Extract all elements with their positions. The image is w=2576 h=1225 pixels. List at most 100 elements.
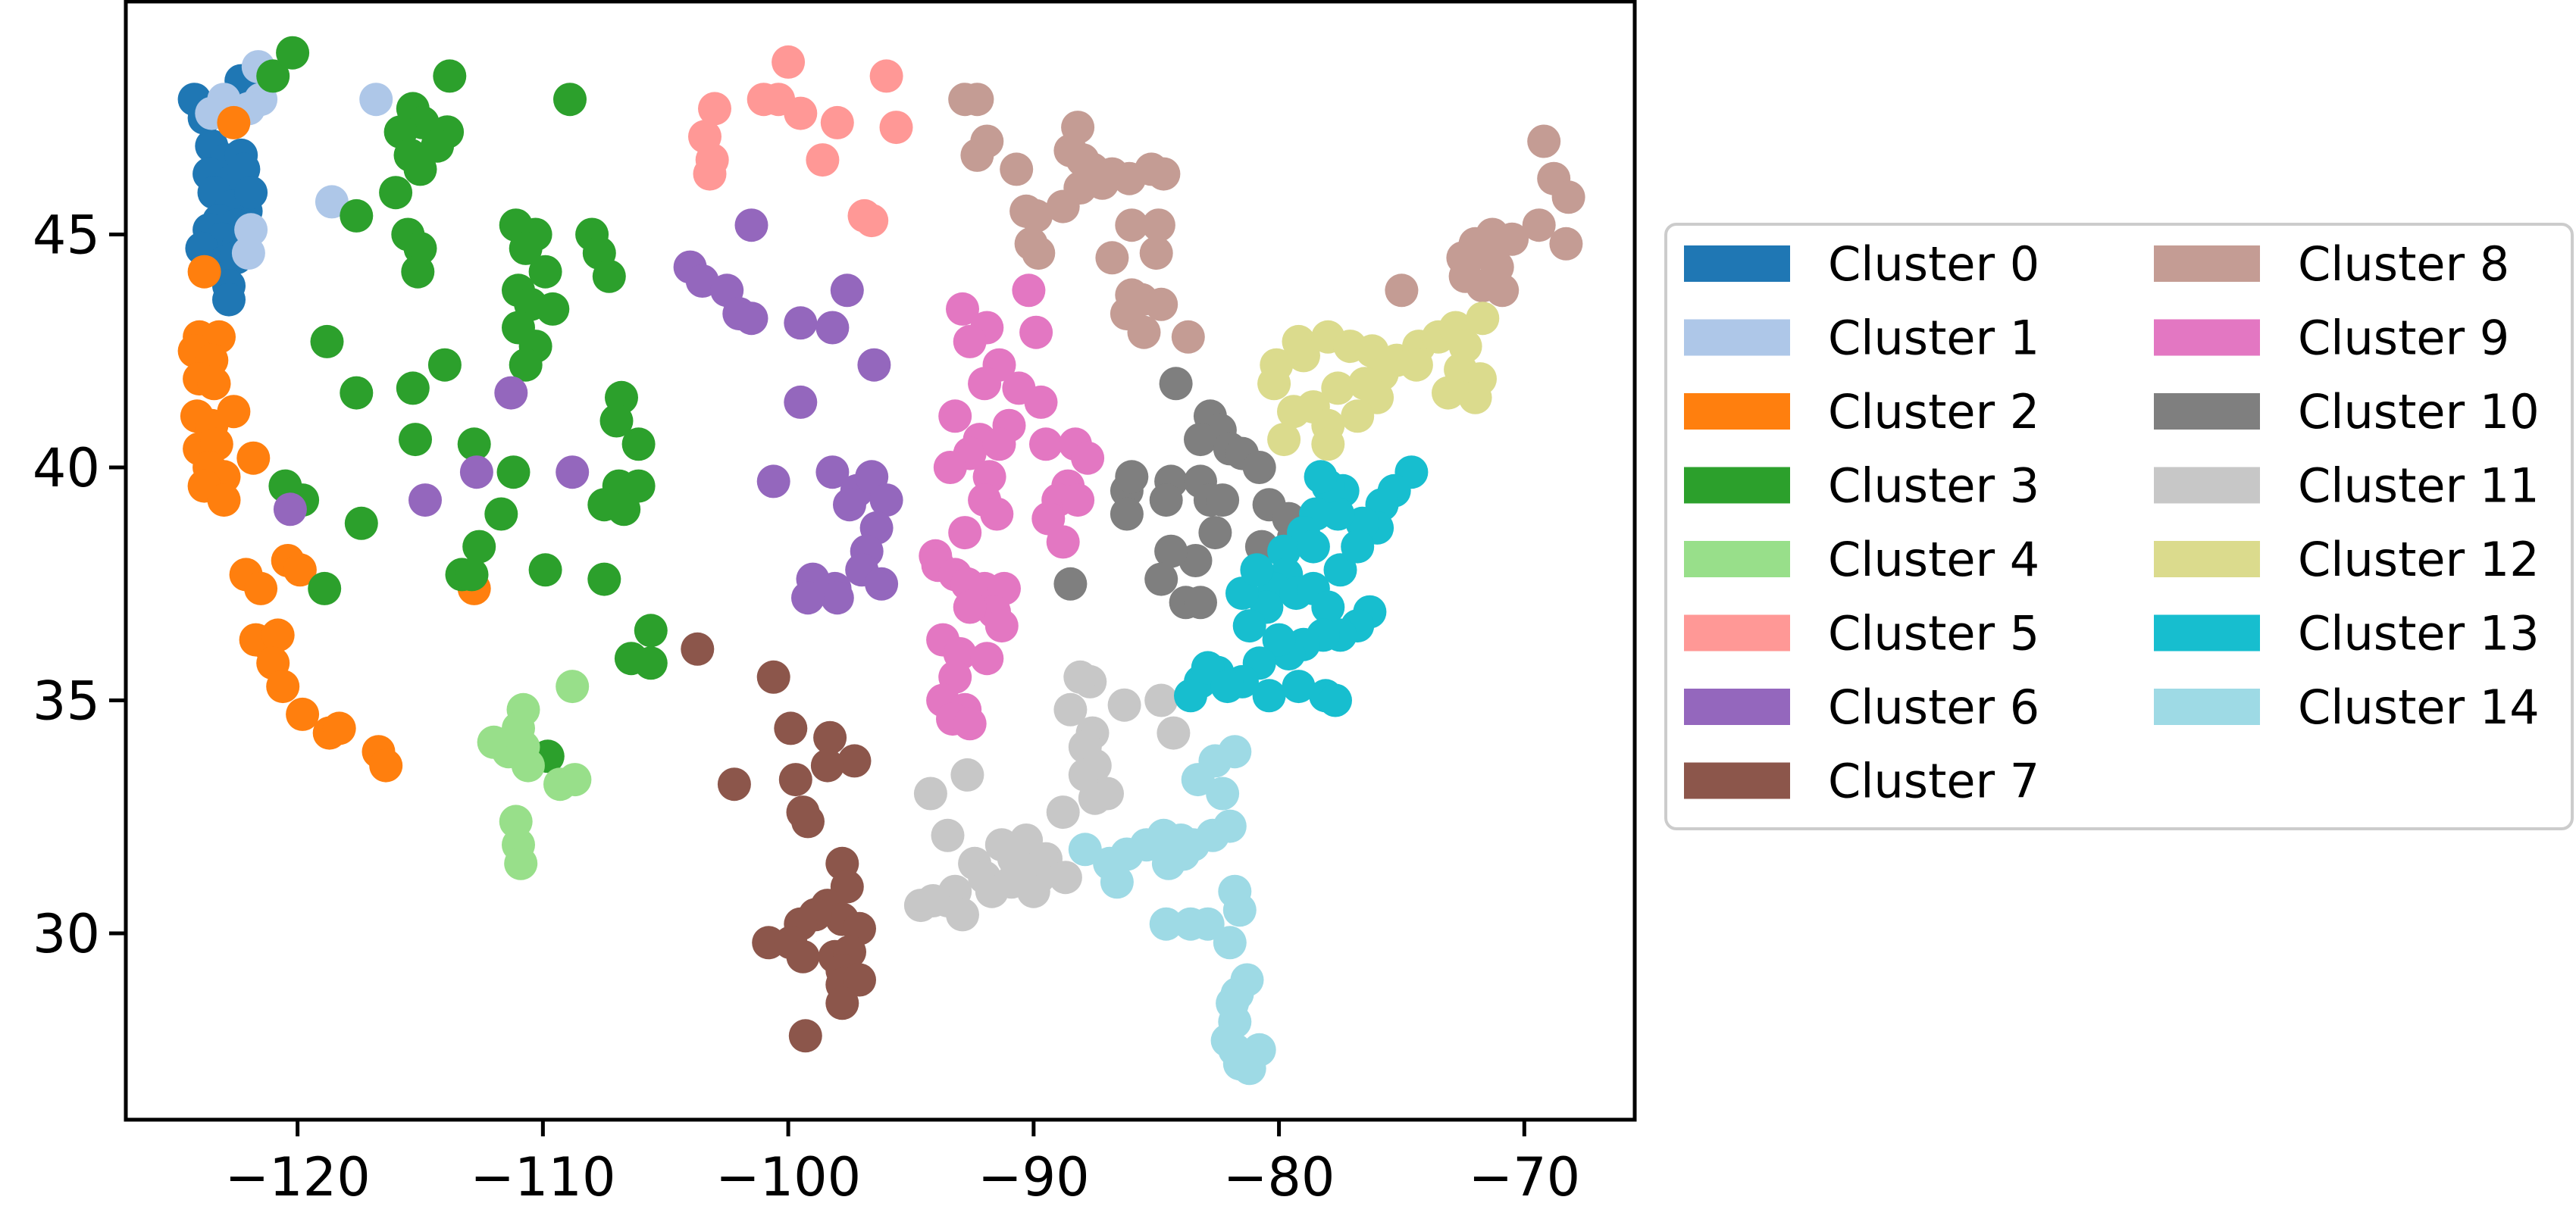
legend-swatch <box>1684 319 1790 356</box>
series-cluster-2 <box>177 105 491 783</box>
legend-item: Cluster 7 <box>1684 754 2039 809</box>
data-point <box>1048 861 1082 895</box>
y-tick-label: 45 <box>33 205 100 267</box>
data-point <box>1206 483 1240 517</box>
data-point <box>1232 609 1266 643</box>
data-point <box>315 185 349 219</box>
data-point <box>931 818 965 852</box>
data-point <box>556 455 590 489</box>
legend-box <box>1664 223 2574 830</box>
data-point <box>276 36 310 70</box>
data-point <box>1485 273 1520 308</box>
data-point <box>509 231 543 265</box>
data-point <box>1029 427 1063 461</box>
data-point <box>913 777 947 811</box>
data-point <box>734 208 768 242</box>
data-point <box>536 292 570 326</box>
legend-label: Cluster 14 <box>2298 680 2540 735</box>
data-point <box>774 711 808 745</box>
data-point <box>734 302 768 336</box>
data-point <box>698 92 731 126</box>
legend-item: Cluster 6 <box>1684 680 2039 735</box>
data-point <box>953 707 987 741</box>
data-point <box>273 492 307 527</box>
data-point <box>1198 516 1232 550</box>
data-point <box>1432 376 1465 410</box>
series-cluster-5 <box>688 45 913 238</box>
legend-swatch <box>2154 245 2260 282</box>
data-point <box>1159 367 1193 401</box>
data-point <box>984 609 1019 643</box>
data-point <box>879 111 913 145</box>
data-point <box>1154 534 1188 568</box>
x-tick-label: −110 <box>470 1146 615 1208</box>
legend-swatch <box>1684 245 1790 282</box>
data-point <box>369 748 403 783</box>
data-point <box>1262 623 1296 657</box>
series-cluster-8 <box>948 83 1585 354</box>
data-point <box>843 963 876 997</box>
data-point <box>791 805 825 839</box>
legend: Cluster 0 Cluster 1 Cluster 2 Cluster 3 Clus… <box>1664 223 2574 830</box>
legend-swatch <box>2154 689 2260 725</box>
data-point <box>496 455 531 489</box>
data-point <box>681 632 715 666</box>
data-point <box>1016 874 1050 908</box>
data-point <box>1110 497 1144 531</box>
data-point <box>1242 451 1276 484</box>
x-tick-label: −120 <box>224 1146 370 1208</box>
data-point <box>1115 208 1149 242</box>
data-point <box>592 259 626 293</box>
data-point <box>1046 795 1080 830</box>
data-point <box>1341 530 1375 564</box>
data-point <box>1078 781 1112 815</box>
data-point <box>1012 273 1046 308</box>
data-point <box>1527 124 1561 158</box>
data-point <box>869 483 903 517</box>
data-point <box>207 483 241 517</box>
legend-label: Cluster 11 <box>2298 458 2540 514</box>
series-cluster-0 <box>177 64 268 317</box>
data-point <box>1000 152 1034 186</box>
data-point <box>833 488 866 522</box>
data-point <box>455 558 489 592</box>
data-point <box>830 273 864 308</box>
data-point <box>403 152 437 186</box>
x-tick-label: −80 <box>1223 1146 1335 1208</box>
data-point <box>256 59 290 93</box>
data-point <box>855 204 889 238</box>
data-point <box>1144 562 1178 596</box>
data-point <box>1191 907 1225 941</box>
legend-item: Cluster 5 <box>1684 606 2039 661</box>
data-point <box>459 455 493 489</box>
data-point <box>1022 236 1056 270</box>
data-point <box>1046 189 1080 223</box>
data-point <box>1139 236 1173 270</box>
data-point <box>1218 735 1252 769</box>
data-point <box>1068 833 1102 867</box>
data-point <box>528 553 562 587</box>
data-point <box>1282 670 1316 704</box>
data-point <box>484 497 518 531</box>
data-point <box>509 348 543 382</box>
data-point <box>953 324 987 358</box>
legend-swatch <box>2154 467 2260 504</box>
series-cluster-14 <box>1068 735 1276 1086</box>
data-point <box>1240 553 1274 587</box>
data-point <box>1031 502 1066 536</box>
legend-swatch <box>1684 762 1790 799</box>
legend-label: Cluster 5 <box>1828 606 2039 661</box>
y-tick-label: 30 <box>33 903 100 965</box>
data-point <box>786 939 820 973</box>
data-point <box>1174 679 1207 713</box>
legend-label: Cluster 4 <box>1828 532 2039 587</box>
data-point <box>784 306 818 340</box>
data-point <box>950 758 984 792</box>
data-point <box>960 83 994 117</box>
data-point <box>621 427 656 461</box>
legend-label: Cluster 12 <box>2298 532 2540 587</box>
data-point <box>553 83 587 117</box>
data-point <box>1551 180 1585 214</box>
x-tick-label: −100 <box>715 1146 861 1208</box>
